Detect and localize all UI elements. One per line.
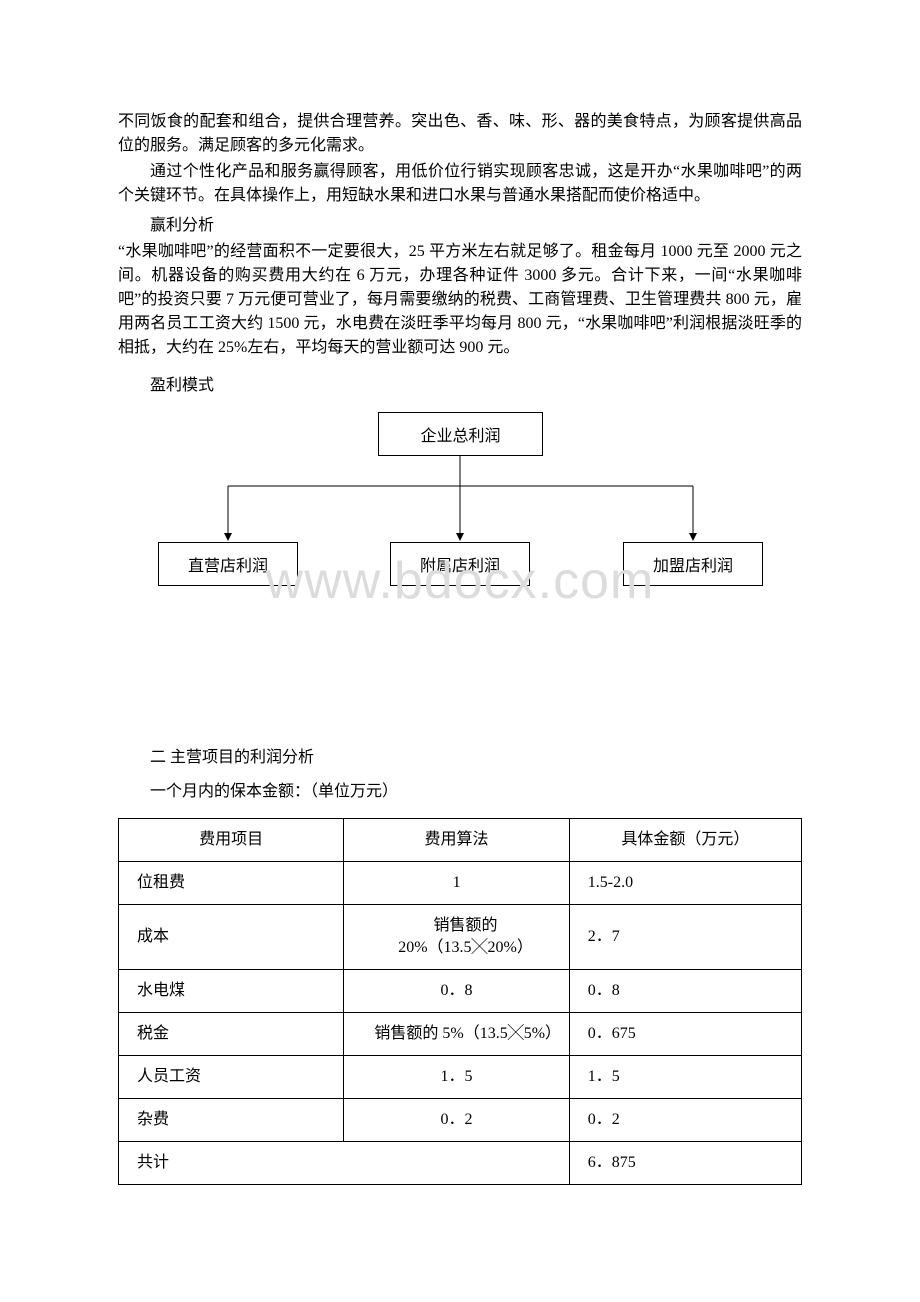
table-row: 成本 销售额的 20%（13.5╳20%） 2．7 — [119, 905, 802, 970]
table-total-row: 共计 6．875 — [119, 1142, 802, 1185]
table-row: 税金 销售额的 5%（13.5╳5%） 0．675 — [119, 1013, 802, 1056]
table-header-3: 具体金额（万元） — [569, 819, 801, 862]
paragraph-3: “水果咖啡吧”的经营面积不一定要很大，25 平方米左右就足够了。租金每月 100… — [118, 240, 802, 360]
diagram-node-1: 直营店利润 — [158, 542, 298, 586]
table-cell: 0．8 — [344, 970, 569, 1013]
table-cell: 0．675 — [569, 1013, 801, 1056]
paragraph-2: 通过个性化产品和服务赢得顾客，用低价位行销实现顾客忠诚，这是开办“水果咖啡吧”的… — [118, 160, 802, 208]
table-cell: 人员工资 — [119, 1056, 344, 1099]
table-header-1: 费用项目 — [119, 819, 344, 862]
table-row: 水电煤 0．8 0．8 — [119, 970, 802, 1013]
diagram-top-node: 企业总利润 — [378, 412, 543, 456]
table-row: 杂费 0．2 0．2 — [119, 1099, 802, 1142]
table-cell: 杂费 — [119, 1099, 344, 1142]
table-header-row: 费用项目 费用算法 具体金额（万元） — [119, 819, 802, 862]
table-total-label: 共计 — [119, 1142, 570, 1185]
section-3-title: 一个月内的保本金额：（单位万元） — [118, 780, 802, 804]
table-row: 人员工资 1．5 1．5 — [119, 1056, 802, 1099]
paragraph-1: 不同饭食的配套和组合，提供合理营养。突出色、香、味、形、器的美食特点，为顾客提供… — [118, 110, 802, 158]
spacer — [118, 646, 802, 726]
table-cell: 1.5-2.0 — [569, 862, 801, 905]
table-cell: 成本 — [119, 905, 344, 970]
table-cell: 销售额的 20%（13.5╳20%） — [344, 905, 569, 970]
table-cell: 0．2 — [569, 1099, 801, 1142]
diagram-node-2: 附属店利润 — [390, 542, 530, 586]
diagram-node-3: 加盟店利润 — [623, 542, 763, 586]
table-cell: 税金 — [119, 1013, 344, 1056]
profit-model-diagram: 企业总利润 直营店利润 附属店利润 加盟店利润 www.bdocx.com — [118, 406, 802, 606]
table-cell: 1．5 — [344, 1056, 569, 1099]
table-cell: 1．5 — [569, 1056, 801, 1099]
section-2-title: 二 主营项目的利润分析 — [118, 746, 802, 770]
table-cell: 水电煤 — [119, 970, 344, 1013]
table-cell: 0．2 — [344, 1099, 569, 1142]
table-header-2: 费用算法 — [344, 819, 569, 862]
table-cell: 2．7 — [569, 905, 801, 970]
table-row: 位租费 1 1.5-2.0 — [119, 862, 802, 905]
section-profit-model-title: 盈利模式 — [118, 374, 802, 398]
table-cell: 销售额的 5%（13.5╳5%） — [344, 1013, 569, 1056]
table-cell: 0．8 — [569, 970, 801, 1013]
breakeven-table: 费用项目 费用算法 具体金额（万元） 位租费 1 1.5-2.0 成本 销售额的… — [118, 818, 802, 1185]
table-total-value: 6．875 — [569, 1142, 801, 1185]
table-cell: 位租费 — [119, 862, 344, 905]
document-page: 不同饭食的配套和组合，提供合理营养。突出色、香、味、形、器的美食特点，为顾客提供… — [0, 0, 920, 1302]
table-cell: 1 — [344, 862, 569, 905]
section-profit-analysis-title: 赢利分析 — [118, 214, 802, 238]
